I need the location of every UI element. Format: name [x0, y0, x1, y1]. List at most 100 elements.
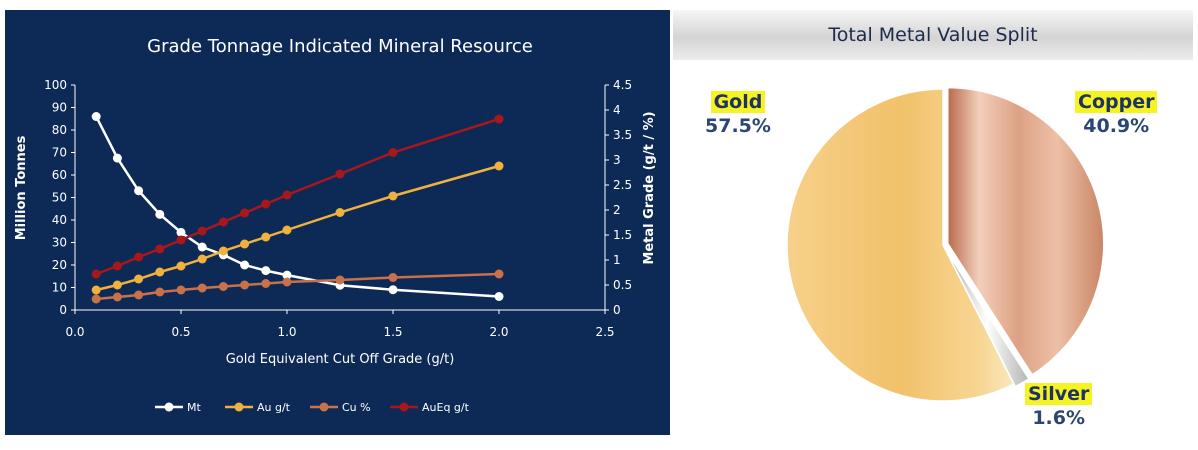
data-point-cu	[176, 285, 186, 295]
x-tick-label: 0.5	[171, 325, 190, 339]
data-point-aueq-g-t	[91, 269, 101, 279]
pie-label-silver-name: Silver	[1025, 383, 1093, 405]
data-point-au-g-t	[218, 246, 228, 256]
data-point-mt	[134, 186, 144, 196]
y-tick-label: 60	[52, 168, 67, 182]
y-tick-label: 0	[59, 303, 67, 317]
data-point-aueq-g-t	[494, 114, 504, 124]
pie-header: Total Metal Value Split	[673, 10, 1193, 60]
y2-tick-label: 1.5	[613, 228, 632, 242]
data-point-mt	[388, 285, 398, 295]
data-point-au-g-t	[335, 208, 345, 217]
data-point-au-g-t	[494, 161, 504, 171]
legend-marker-au-g-t	[234, 402, 244, 412]
pie-label-gold: Gold 57.5%	[705, 90, 771, 138]
pie-label-copper: Copper 40.9%	[1075, 90, 1158, 138]
y-tick-label: 50	[52, 191, 67, 205]
data-point-cu	[282, 277, 292, 287]
y2-tick-label: 2.5	[613, 178, 632, 192]
pie-label-gold-name: Gold	[710, 91, 766, 113]
y-tick-label: 80	[52, 123, 67, 137]
data-point-aueq-g-t	[282, 190, 292, 200]
data-point-cu	[494, 269, 504, 279]
data-point-au-g-t	[112, 280, 122, 290]
pie-slice-silver	[943, 247, 1030, 388]
data-point-mt	[261, 266, 271, 276]
data-point-cu	[91, 294, 101, 304]
data-point-mt	[197, 242, 207, 252]
data-point-cu	[197, 283, 207, 293]
pie-label-copper-name: Copper	[1075, 91, 1158, 113]
data-point-aueq-g-t	[197, 226, 207, 236]
legend-marker-aueq-g-t	[399, 402, 409, 412]
x-tick-label: 2.0	[489, 325, 508, 339]
pie-slice-gold	[786, 88, 1015, 402]
line-chart-title: Grade Tonnage Indicated Mineral Resource	[147, 36, 533, 57]
data-point-cu	[155, 287, 165, 297]
y-tick-label: 100	[44, 78, 67, 92]
data-point-au-g-t	[388, 191, 398, 201]
y2-tick-label: 1	[613, 253, 621, 267]
y-tick-label: 10	[52, 281, 67, 295]
pie-chart-title: Total Metal Value Split	[828, 24, 1038, 46]
data-point-aueq-g-t	[155, 244, 165, 254]
legend-marker-cu	[319, 402, 329, 412]
pie-label-silver-value: 1.6%	[1032, 407, 1086, 429]
legend-label-aueq-g-t: AuEq g/t	[422, 401, 470, 414]
data-point-mt	[240, 260, 250, 270]
data-point-mt	[112, 153, 122, 163]
grade-tonnage-chart-panel: Grade Tonnage Indicated Mineral Resource…	[5, 10, 670, 435]
data-point-cu	[261, 279, 271, 288]
data-point-mt	[91, 112, 101, 121]
y2-tick-label: 3	[613, 153, 621, 167]
data-point-cu	[240, 280, 250, 290]
x-tick-label: 1.5	[383, 325, 402, 339]
pie-label-silver: Silver 1.6%	[1025, 382, 1093, 430]
data-point-au-g-t	[176, 261, 186, 271]
data-point-au-g-t	[261, 232, 271, 242]
y2-axis-label: Metal Grade (g/t / %)	[642, 111, 657, 264]
data-point-aueq-g-t	[176, 235, 186, 245]
y-tick-label: 40	[52, 213, 67, 227]
y-tick-label: 90	[52, 101, 67, 115]
data-point-cu	[134, 290, 144, 300]
data-point-aueq-g-t	[261, 199, 271, 209]
legend-label-au-g-t: Au g/t	[257, 401, 291, 414]
data-point-aueq-g-t	[134, 252, 144, 262]
legend-marker-mt	[164, 402, 174, 412]
y-tick-label: 70	[52, 146, 67, 160]
data-point-cu	[112, 292, 122, 302]
pie-slice-copper	[947, 86, 1105, 376]
y2-tick-label: 2	[613, 203, 621, 217]
y2-tick-label: 0	[613, 303, 621, 317]
x-tick-label: 0.0	[65, 325, 84, 339]
grade-tonnage-chart: Grade Tonnage Indicated Mineral Resource…	[14, 36, 657, 414]
y2-tick-label: 4	[613, 103, 621, 117]
data-point-mt	[282, 270, 292, 280]
x-axis-label: Gold Equivalent Cut Off Grade (g/t)	[226, 352, 455, 367]
pie-label-gold-value: 57.5%	[705, 115, 771, 137]
data-point-aueq-g-t	[218, 217, 228, 227]
pie-label-copper-value: 40.9%	[1083, 115, 1150, 137]
data-point-cu	[335, 275, 345, 285]
data-point-aueq-g-t	[112, 261, 122, 271]
y2-tick-label: 3.5	[613, 128, 632, 142]
data-point-mt	[176, 227, 186, 237]
legend-label-cu: Cu %	[342, 401, 371, 414]
y-axis-label: Million Tonnes	[14, 135, 29, 240]
data-point-aueq-g-t	[388, 148, 398, 157]
metal-value-split-panel: Total Metal Value Split	[673, 10, 1193, 445]
y-tick-label: 20	[52, 258, 67, 272]
legend-label-mt: Mt	[187, 401, 201, 414]
data-point-mt	[494, 292, 504, 301]
data-point-au-g-t	[155, 267, 165, 277]
metal-value-pie-chart	[786, 86, 1105, 402]
data-point-au-g-t	[240, 239, 250, 249]
x-tick-label: 2.5	[595, 325, 614, 339]
y2-tick-label: 0.5	[613, 278, 632, 292]
data-point-au-g-t	[282, 225, 292, 235]
y-tick-label: 30	[52, 236, 67, 250]
y2-tick-label: 4.5	[613, 78, 632, 92]
data-point-cu	[218, 282, 228, 291]
data-point-aueq-g-t	[240, 208, 250, 218]
